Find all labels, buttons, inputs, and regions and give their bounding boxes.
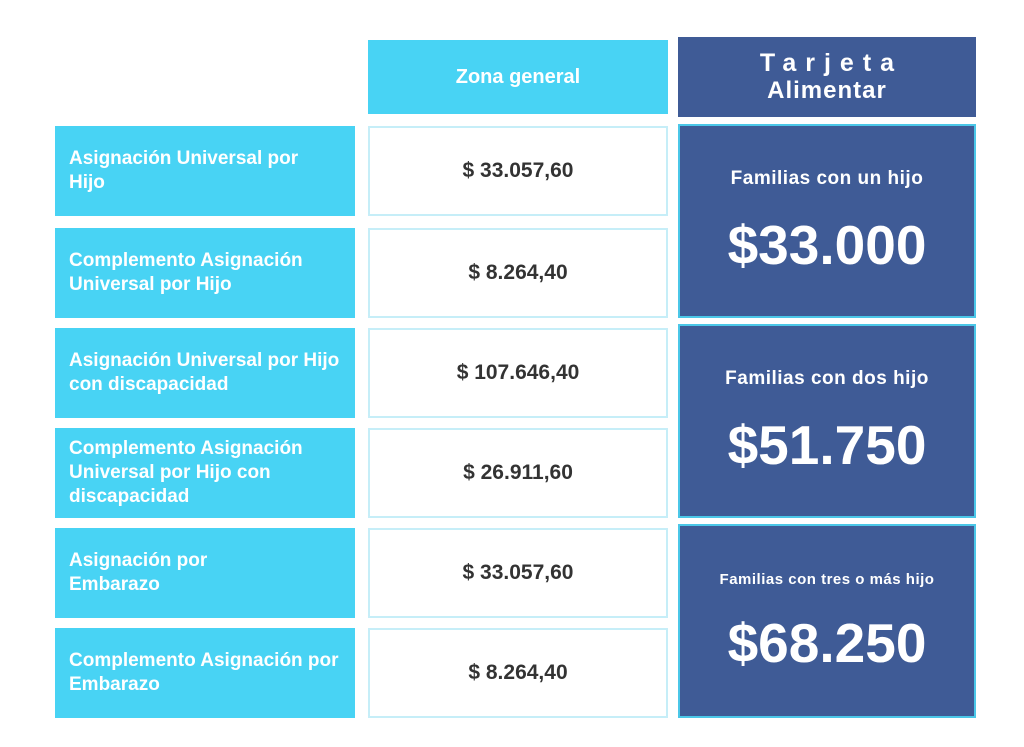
header-zona-general: Zona general (368, 40, 668, 114)
tarjeta-amount: $33.000 (727, 214, 927, 276)
tarjeta-group-three-plus-children: Familias con tres o más hijo $68.250 (678, 524, 976, 718)
amount-cell: $ 26.911,60 (368, 428, 668, 518)
row-label-auh: Asignación Universal por Hijo (55, 126, 355, 216)
header-tarjeta-line1: Tarjeta (759, 49, 904, 77)
row-label-complemento-auh: Complemento Asignación Universal por Hij… (55, 228, 355, 318)
amount-value: $ 8.264,40 (468, 261, 568, 284)
amount-cell: $ 33.057,60 (368, 126, 668, 216)
row-label-text: Asignación Universal por Hijo con discap… (69, 350, 340, 395)
tarjeta-description: Familias con dos hijo (725, 368, 929, 389)
amount-cell: $ 33.057,60 (368, 528, 668, 618)
amount-value: $ 33.057,60 (462, 159, 574, 182)
amount-cell: $ 107.646,40 (368, 328, 668, 418)
row-label-text: Complemento Asignación por Embarazo (69, 650, 339, 695)
row-label-embarazo: Asignación por Embarazo (55, 528, 355, 618)
header-tarjeta-line2: Alimentar (767, 77, 887, 104)
row-label-complemento-auh-discapacidad: Complemento Asignación Universal por Hij… (55, 428, 355, 518)
amount-value: $ 26.911,60 (463, 461, 573, 484)
tarjeta-group-one-child: Familias con un hijo $33.000 (678, 124, 976, 318)
amount-value: $ 107.646,40 (456, 361, 580, 384)
row-label-text: Complemento Asignación Universal por Hij… (69, 438, 303, 507)
amount-cell: $ 8.264,40 (368, 628, 668, 718)
row-label-text: Asignación por Embarazo (69, 550, 208, 595)
tarjeta-amount: $68.250 (727, 611, 927, 674)
row-label-text: Asignación Universal por Hijo (69, 148, 299, 193)
tarjeta-description: Familias con tres o más hijo (719, 570, 935, 588)
tarjeta-description: Familias con un hijo (730, 168, 924, 189)
tarjeta-amount: $51.750 (727, 414, 927, 476)
amount-value: $ 33.057,60 (462, 561, 574, 584)
amount-cell: $ 8.264,40 (368, 228, 668, 318)
amount-value: $ 8.264,40 (468, 661, 568, 684)
tarjeta-group-two-children: Familias con dos hijo $51.750 (678, 324, 976, 518)
header-zona-label: Zona general (455, 65, 581, 88)
header-tarjeta-alimentar: Tarjeta Alimentar (678, 37, 976, 117)
row-label-auh-discapacidad: Asignación Universal por Hijo con discap… (55, 328, 355, 418)
row-label-complemento-embarazo: Complemento Asignación por Embarazo (55, 628, 355, 718)
row-label-text: Complemento Asignación Universal por Hij… (69, 250, 303, 295)
